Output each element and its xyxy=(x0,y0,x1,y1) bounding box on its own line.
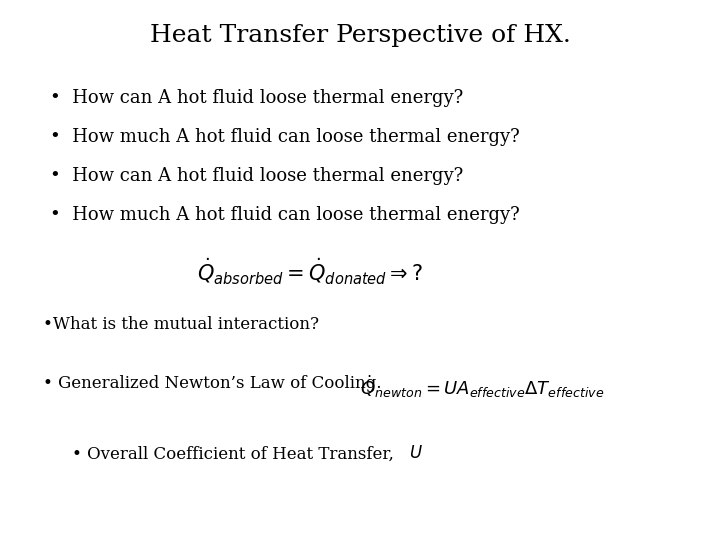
Text: •  How much A hot fluid can loose thermal energy?: • How much A hot fluid can loose thermal… xyxy=(50,128,520,146)
Text: • Overall Coefficient of Heat Transfer,: • Overall Coefficient of Heat Transfer, xyxy=(72,446,399,462)
Text: • Generalized Newton’s Law of Cooling.: • Generalized Newton’s Law of Cooling. xyxy=(43,375,382,392)
Text: •  How much A hot fluid can loose thermal energy?: • How much A hot fluid can loose thermal… xyxy=(50,206,520,224)
Text: $U$: $U$ xyxy=(409,446,423,462)
Text: •  How can A hot fluid loose thermal energy?: • How can A hot fluid loose thermal ener… xyxy=(50,89,464,107)
Text: •  How can A hot fluid loose thermal energy?: • How can A hot fluid loose thermal ener… xyxy=(50,167,464,185)
Text: $\dot{Q}_{absorbed} = \dot{Q}_{donated} \Rightarrow ?$: $\dot{Q}_{absorbed} = \dot{Q}_{donated} … xyxy=(197,256,423,287)
Text: Heat Transfer Perspective of HX.: Heat Transfer Perspective of HX. xyxy=(150,24,570,48)
Text: •What is the mutual interaction?: •What is the mutual interaction? xyxy=(43,316,319,333)
Text: $\dot{Q}_{newton} = UA_{effective}\Delta T_{effective}$: $\dot{Q}_{newton} = UA_{effective}\Delta… xyxy=(360,374,605,400)
